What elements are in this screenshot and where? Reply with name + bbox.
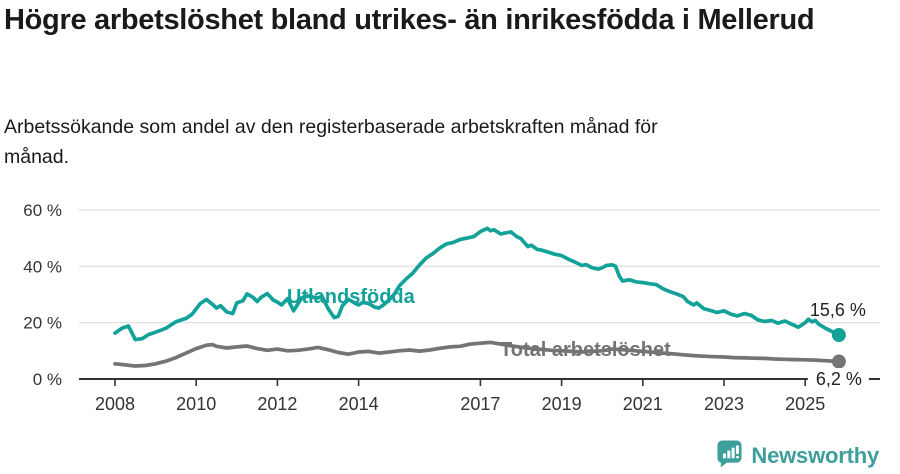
brand-footer: Newsworthy	[716, 439, 879, 472]
series-line-total	[113, 340, 841, 368]
x-axis-tick-label: 2023	[704, 394, 744, 414]
y-axis-tick-label: 60 %	[23, 201, 62, 220]
series-end-dot	[831, 354, 846, 369]
y-axis-tick-label: 40 %	[23, 257, 62, 276]
newsworthy-logo-icon	[716, 439, 743, 472]
x-axis-tick-label: 2017	[460, 394, 500, 414]
x-axis-tick-label: 2021	[623, 394, 663, 414]
series-inline-label: Utlandsfödda	[287, 286, 416, 308]
brand-name: Newsworthy	[751, 442, 879, 468]
x-axis-tick-label: 2019	[542, 394, 582, 414]
x-axis-tick-label: 2012	[257, 394, 297, 414]
line-chart: 2008 2010 2012 2014 2017 2019 2021 2023 2025 0 % 2…	[0, 193, 900, 435]
series-end-value-label: 15,6 %	[810, 300, 866, 320]
chart-title: Högre arbetslöshet bland utrikes- än inr…	[4, 4, 815, 36]
series-end-value-label: 6,2 %	[816, 369, 862, 389]
y-axis-tick-label: 0 %	[33, 370, 62, 389]
x-axis-tick-label: 2014	[339, 394, 379, 414]
end-label-mask	[807, 368, 869, 390]
series-end-dot	[831, 328, 846, 343]
series-line-utlandsfodda	[113, 226, 841, 342]
x-axis-tick-label: 2010	[176, 394, 216, 414]
line-chart-canvas: 2008 2010 2012 2014 2017 2019 2021 2023 2025 0 % 2…	[23, 201, 880, 414]
x-axis-tick-label: 2008	[95, 394, 135, 414]
x-axis-tick-label: 2025	[785, 394, 825, 414]
y-axis-tick-label: 20 %	[23, 314, 62, 333]
series-inline-label: Total arbetslöshet	[500, 339, 671, 361]
chart-subtitle: Arbetssökande som andel av den registerb…	[4, 116, 658, 169]
